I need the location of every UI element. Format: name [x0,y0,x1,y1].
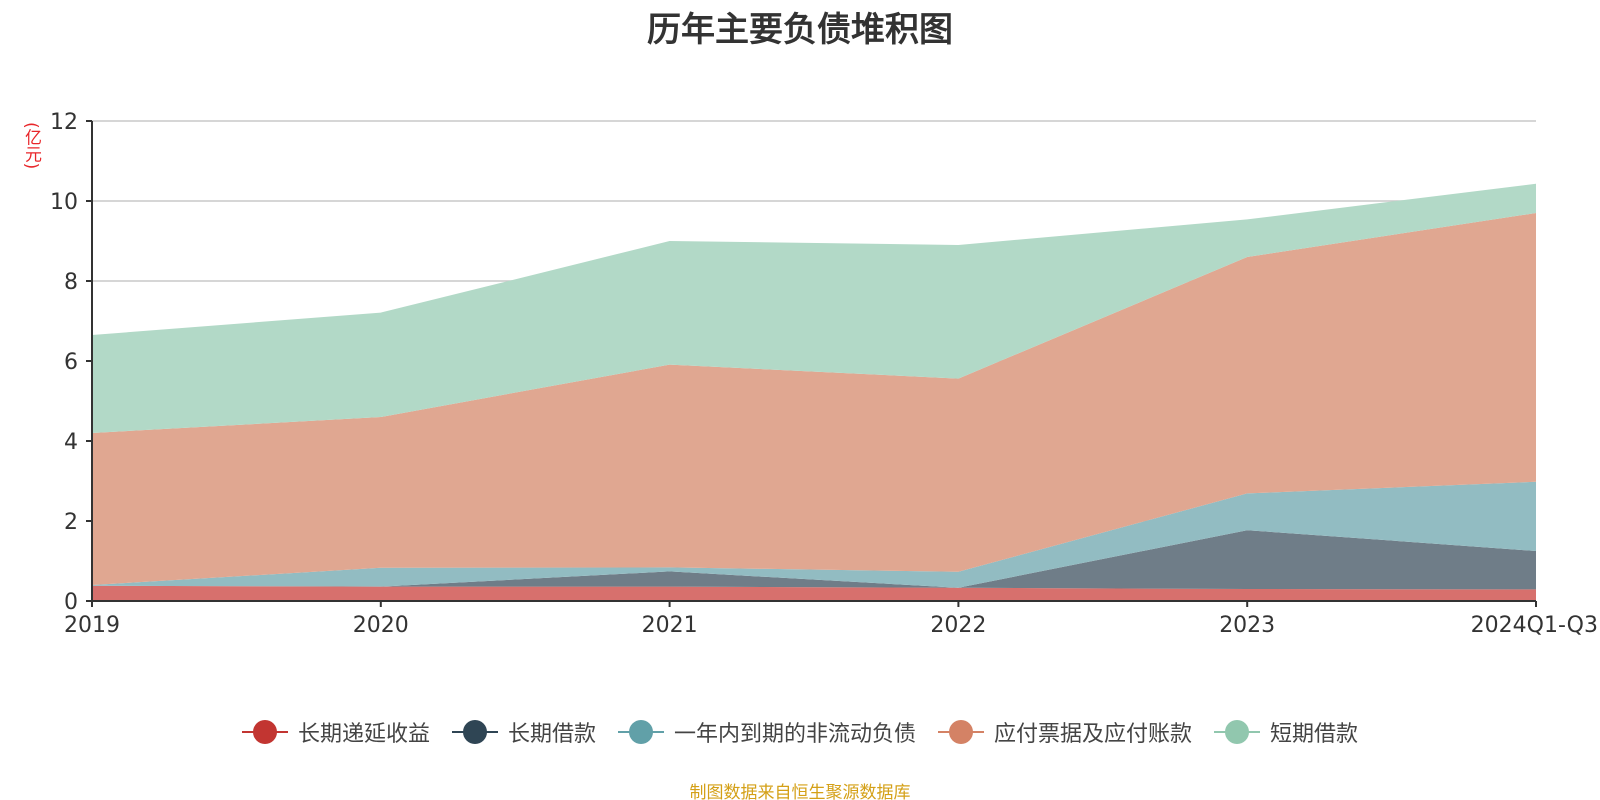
y-tick-label-4: 8 [64,270,78,295]
legend-label: 一年内到期的非流动负债 [673,722,916,747]
x-tick-label-3: 2022 [930,613,986,638]
legend: 长期递延收益 长期借款 一年内到期的非流动负债 应付票据及应付账款 短期借款 [0,716,1600,748]
legend-item-0[interactable]: 长期递延收益 [241,716,430,748]
y-axis-unit-label: (亿元) [21,122,41,170]
x-tick-label-4: 2023 [1219,613,1275,638]
y-tick-label-2: 4 [64,430,78,455]
y-tick-label-6: 12 [50,110,78,135]
area-series-1 [92,530,1536,590]
y-tick-label-3: 6 [64,350,78,375]
legend-marker-icon [241,720,288,744]
x-tick-label-5: 2024Q1-Q3 [1471,613,1598,638]
y-tick-label-0: 0 [64,590,78,615]
legend-item-4[interactable]: 短期借款 [1214,716,1358,748]
chart-title: 历年主要负债堆积图 [647,10,953,50]
source-note: 制图数据来自恒生聚源数据库 [689,783,911,800]
legend-label: 长期借款 [507,722,596,747]
legend-marker-icon [938,720,984,744]
area-series-0 [92,585,1536,601]
area-series-3 [92,213,1536,585]
legend-item-3[interactable]: 应付票据及应付账款 [938,716,1192,748]
x-tick-label-1: 2020 [353,613,409,638]
y-tick-label-1: 2 [64,510,78,535]
area-layer [92,183,1536,601]
x-tick-label-2: 2021 [642,613,698,638]
legend-item-2[interactable]: 一年内到期的非流动负债 [617,716,916,748]
axis-layer: 0 2 4 6 8 10 12 2019 2020 2021 2022 2023 2024Q1-Q3 [50,110,1598,638]
legend-marker-icon [1214,720,1261,744]
legend-label: 长期递延收益 [297,722,430,747]
legend-marker-icon [451,720,498,744]
area-series-4 [92,183,1536,433]
legend-label: 应付票据及应付账款 [994,722,1193,747]
legend-item-1[interactable]: 长期借款 [451,716,596,748]
area-series-2 [92,481,1536,588]
x-tick-label-0: 2019 [64,613,120,638]
legend-label: 短期借款 [1270,722,1359,747]
y-tick-label-5: 10 [50,190,78,215]
legend-marker-icon [617,720,664,744]
